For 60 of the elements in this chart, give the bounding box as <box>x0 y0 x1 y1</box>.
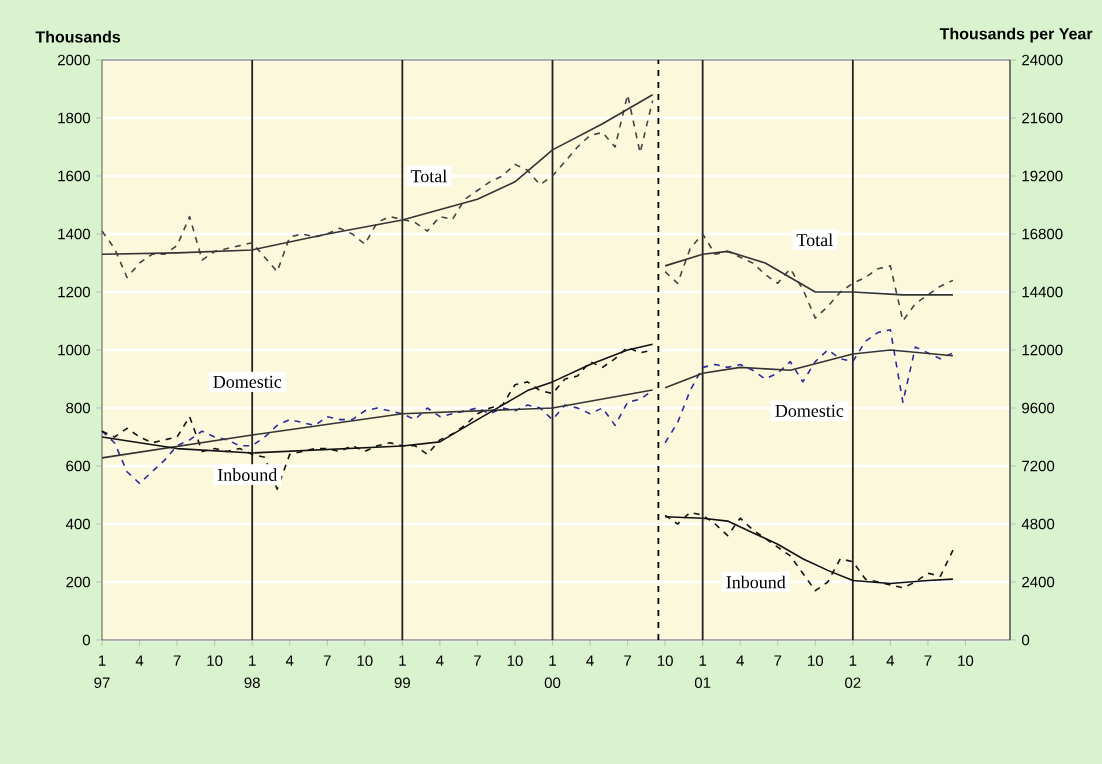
x-tick-label: 4 <box>436 655 444 666</box>
annotation: Domestic <box>775 404 844 417</box>
text: 02 <box>845 677 861 689</box>
x-tick-label: 1 <box>399 655 406 666</box>
y-axis-title: Thousands <box>35 30 121 43</box>
x-tick-label: 4 <box>736 655 744 666</box>
y-tick-label: 1000 <box>58 344 91 356</box>
annotation: Domestic <box>213 375 282 388</box>
y2-tick-label: 14400 <box>1022 286 1063 298</box>
y-tick-label: 800 <box>66 402 91 414</box>
x-tick-label: 7 <box>173 655 181 666</box>
y2-tick-label: 4800 <box>1021 518 1055 530</box>
x-tick-label: 10 <box>207 655 223 667</box>
x-tick-label: 4 <box>285 655 294 666</box>
x-tick-label: 7 <box>774 655 782 666</box>
y2-tick-label: 16800 <box>1022 228 1063 240</box>
x-tick-label: 10 <box>808 655 824 667</box>
annotation: Inbound <box>217 468 278 482</box>
x-tick-label: 4 <box>886 655 895 666</box>
x-tick-label: 1 <box>98 655 106 666</box>
x-tick-label: 1 <box>249 655 256 666</box>
x-tick-label: 7 <box>924 655 932 666</box>
y2-tick-label: 24000 <box>1022 54 1063 66</box>
x-tick-label: 10 <box>507 655 523 667</box>
y-tick-label: 1600 <box>58 170 91 182</box>
text: 00 <box>544 677 561 689</box>
x-tick-label: 1 <box>849 655 857 666</box>
x-tick-label: 4 <box>586 655 594 666</box>
x-tick-label: 1 <box>549 655 556 666</box>
y2-tick-label: 12000 <box>1022 344 1063 356</box>
y-tick-label: 200 <box>66 576 91 588</box>
text: 98 <box>244 677 260 689</box>
text: 99 <box>394 677 410 689</box>
text: 97 <box>94 677 110 689</box>
x-tick-label: 1 <box>699 655 707 666</box>
y-tick-label: 1800 <box>58 112 91 124</box>
y2-tick-label: 9600 <box>1022 402 1055 414</box>
y-tick-label: 1200 <box>58 286 91 298</box>
y-tick-label: 400 <box>65 518 91 530</box>
x-tick-label: 10 <box>657 655 673 667</box>
x-tick-label: 10 <box>958 655 974 667</box>
y2-tick-label: 2400 <box>1022 576 1055 588</box>
y2-tick-label: 19200 <box>1022 170 1063 182</box>
annotation: Inbound <box>726 575 786 589</box>
y-tick-label: 600 <box>66 460 91 472</box>
y-tick-label: 2000 <box>57 54 91 66</box>
y2-tick-label: 0 <box>1022 634 1030 646</box>
y-tick-label: 1400 <box>58 228 91 240</box>
y2-tick-label: 21600 <box>1022 112 1063 124</box>
annotation: Total <box>796 233 833 247</box>
x-tick-label: 7 <box>474 655 481 666</box>
x-tick-label: 7 <box>323 655 331 666</box>
x-tick-label: 7 <box>624 655 631 666</box>
annotation: Total <box>410 169 447 183</box>
y-tick-label: 0 <box>82 634 91 646</box>
x-tick-label: 10 <box>357 655 373 667</box>
y2-tick-label: 7200 <box>1022 460 1055 472</box>
y2-axis-title: Thousands per Year <box>939 27 1093 43</box>
text: 01 <box>694 677 711 689</box>
x-tick-label: 4 <box>135 655 144 666</box>
